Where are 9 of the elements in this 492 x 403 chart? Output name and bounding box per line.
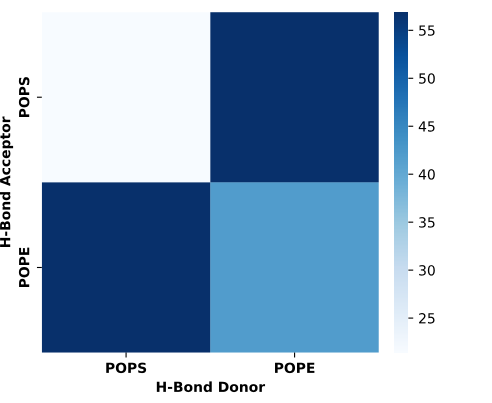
color-bar-label: 35: [419, 217, 435, 228]
color-bar-label: 30: [419, 265, 435, 276]
color-bar-label: 45: [418, 121, 435, 132]
x-axis-title: H-Bond Donor: [156, 381, 266, 392]
color-bar-label: 50: [419, 73, 435, 84]
color-bar-label: 55: [419, 25, 435, 36]
color-bar-label: 40: [418, 169, 435, 180]
color-bar-label: 25: [419, 313, 435, 324]
y-axis-title: H-Bond Acceptor: [0, 116, 14, 247]
